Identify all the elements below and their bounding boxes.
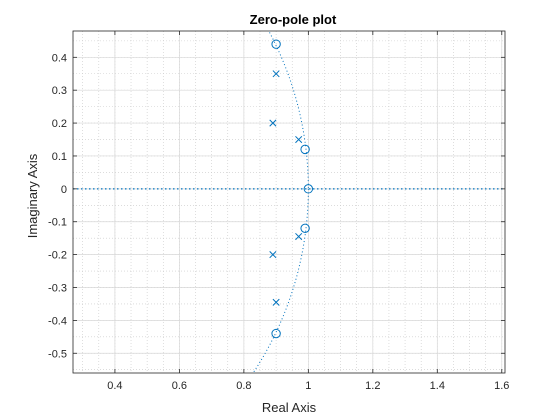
y-tick-label: -0.3: [48, 283, 67, 295]
zero-marker: [271, 328, 281, 339]
zero-marker: [300, 144, 310, 155]
y-tick-label: -0.5: [48, 348, 67, 360]
y-tick-label: 0.2: [52, 118, 67, 130]
tick-labels: 0.4 0.6 0.8 1 1.2 1.4 1.6 0.4 0.3 0.2 0.1 0 -0.1 -0.2…: [48, 52, 509, 392]
unit-circle-curve: [252, 31, 309, 373]
y-tick-label: 0.3: [52, 85, 67, 97]
y-tick-label: 0.1: [52, 151, 67, 163]
pole-marker: [295, 232, 303, 241]
grid: [73, 31, 505, 373]
x-tick-label: 0.6: [172, 380, 187, 392]
pole-marker: [272, 298, 280, 306]
zero-marker: [303, 184, 314, 194]
chart-title: Zero-pole plot: [250, 12, 337, 27]
axes: [72, 30, 506, 374]
pole-marker: [272, 70, 280, 78]
x-tick-label: 1.6: [494, 380, 509, 392]
unit-circle: [73, 31, 505, 373]
pole-marker: [269, 251, 277, 259]
x-tick-label: 1.4: [430, 380, 445, 392]
x-tick-label: 1.2: [365, 380, 380, 392]
y-axis-label: Imaginary Axis: [25, 153, 40, 238]
pole-marker: [269, 119, 277, 127]
zero-marker: [271, 39, 281, 49]
y-tick-label: -0.1: [48, 217, 67, 229]
y-tick-label: 0.4: [52, 52, 67, 64]
x-tick-label: 0.4: [107, 380, 122, 392]
y-tick-label: -0.2: [48, 250, 67, 262]
markers: [269, 39, 314, 339]
y-tick-label: 0: [61, 184, 67, 196]
x-axis-label: Real Axis: [262, 400, 317, 415]
pole-marker: [295, 135, 303, 144]
x-tick-label: 1: [305, 380, 311, 392]
y-tick-label: -0.4: [48, 315, 67, 327]
x-tick-label: 0.8: [236, 380, 251, 392]
plot-frame: [72, 30, 506, 374]
zero-marker: [300, 223, 310, 234]
